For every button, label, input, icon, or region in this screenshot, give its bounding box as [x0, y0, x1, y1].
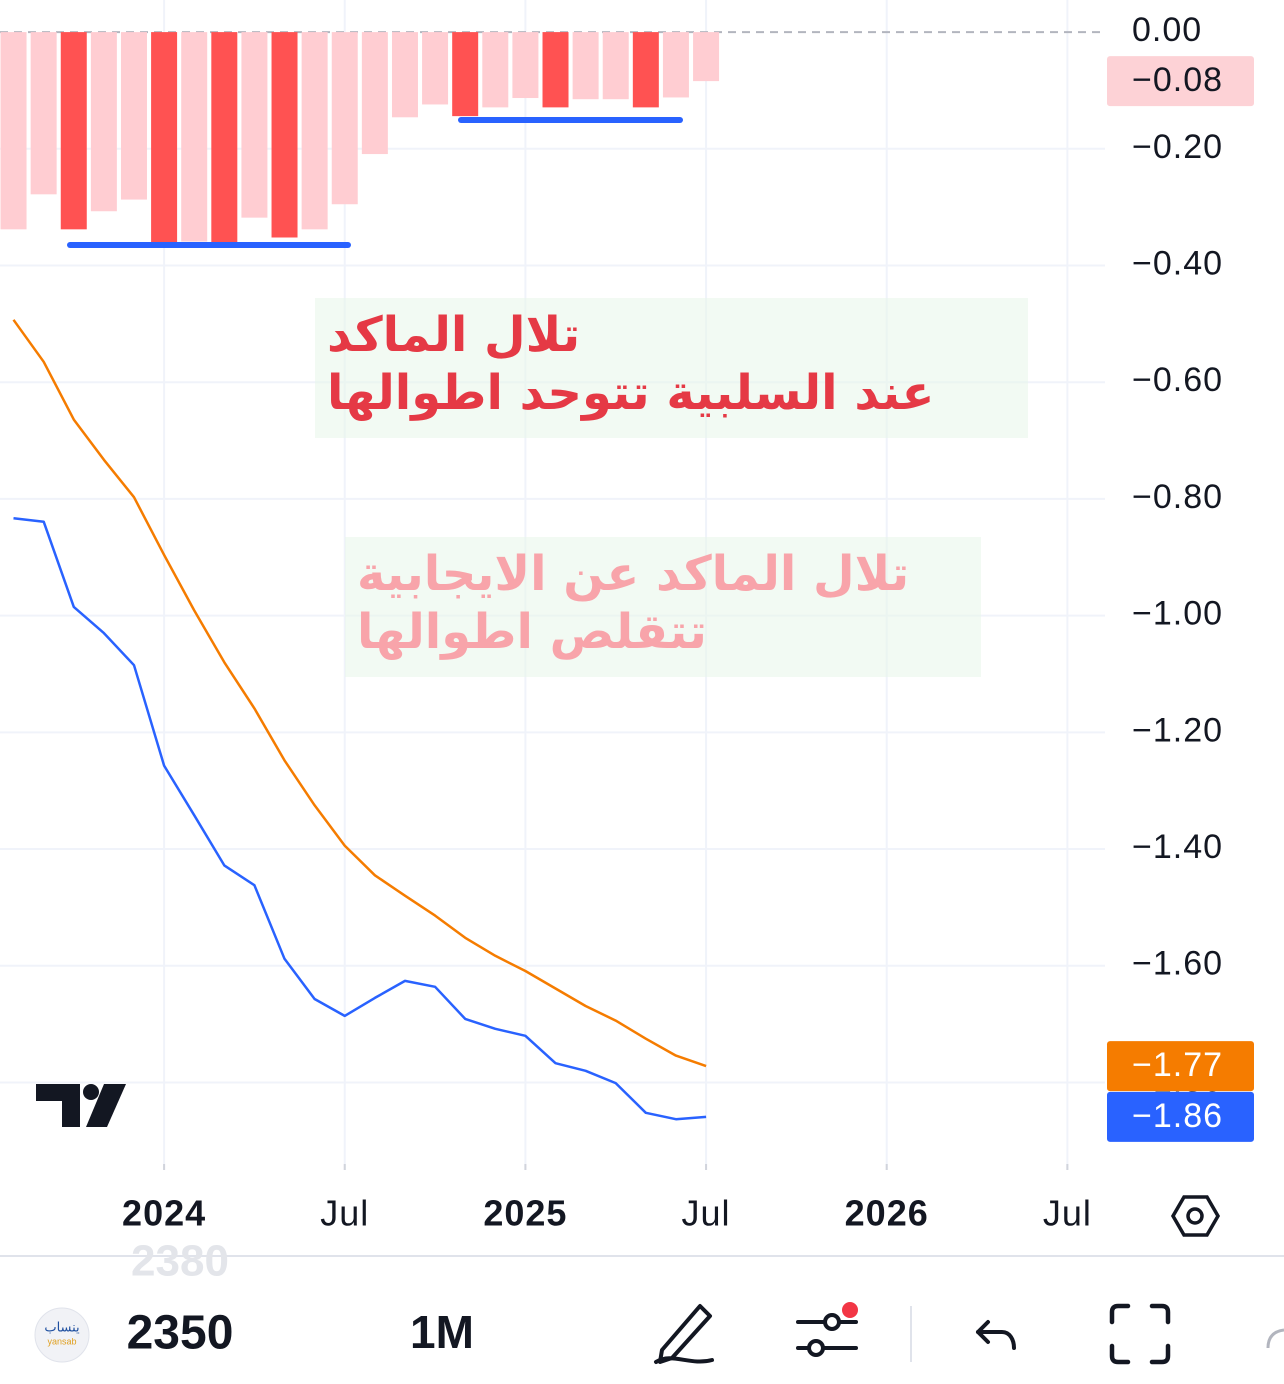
histogram-bar: [331, 32, 358, 205]
faded-price: 2380: [131, 1237, 229, 1286]
y-tick-label: −1.00: [1132, 595, 1223, 633]
annotation-line: عند السلبية تتوحد اطوالها: [327, 365, 935, 421]
histogram-bar: [602, 32, 629, 100]
settings-icon[interactable]: [1170, 1195, 1221, 1237]
y-tick-label: −1.40: [1132, 828, 1223, 866]
y-tick-label: 0.00: [1132, 11, 1202, 49]
undo-icon[interactable]: [976, 1320, 1016, 1350]
annotation-line: تلال الماكد: [327, 307, 581, 363]
logo-latin: yansab: [47, 1336, 76, 1346]
histogram-bar: [452, 32, 479, 117]
y-tick-label: −0.40: [1132, 244, 1223, 282]
x-tick-label: Jul: [320, 1193, 369, 1234]
last-value-label: −0.08: [1132, 61, 1223, 99]
histogram-bar: [361, 32, 388, 155]
histogram-bar: [90, 32, 117, 212]
axis-labels: 2024 Jul 2025 Jul 2026 Jul 0.00 −0.20 −0.40 −0.60…: [122, 11, 1254, 1234]
histogram-bar: [301, 32, 328, 230]
last-value-label: −1.77: [1132, 1046, 1223, 1084]
histogram-bar: [0, 32, 27, 230]
y-tick-label: −0.60: [1132, 361, 1223, 399]
tradingview-logo: [36, 1084, 126, 1127]
annotation: تلال الماكد عن الايجابية تتقلص اطوالها: [345, 537, 981, 677]
line: [12, 319, 707, 1068]
plot: [0, 32, 720, 1121]
annotation: تلال الماكد عند السلبية تتوحد اطوالها: [315, 298, 1028, 438]
last-value-box: [1107, 56, 1254, 107]
x-tick-label: 2026: [845, 1193, 929, 1234]
y-tick-label: −0.20: [1132, 128, 1223, 166]
histogram-bar: [60, 32, 87, 230]
x-tick-label: Jul: [682, 1193, 731, 1234]
histogram-bar: [30, 32, 57, 195]
last-value-box: [1107, 1041, 1254, 1092]
fullscreen-icon[interactable]: [1109, 1303, 1171, 1365]
histogram-bar: [391, 32, 418, 118]
x-tick-label: 2024: [122, 1193, 206, 1234]
histogram-bar: [572, 32, 599, 100]
histogram-bar: [542, 32, 569, 108]
line: [13, 516, 707, 1121]
annotation-line: تلال الماكد عن الايجابية: [357, 546, 910, 602]
last-value-label: −1.86: [1132, 1097, 1223, 1135]
histogram-bar: [632, 32, 659, 108]
interval[interactable]: 1M: [410, 1306, 474, 1358]
logo-arabic: ينساب: [44, 1321, 80, 1336]
histogram-bar: [120, 32, 147, 200]
histogram-bar: [422, 32, 449, 105]
y-tick-label: −1.60: [1132, 945, 1223, 983]
histogram-bar: [151, 32, 178, 247]
price[interactable]: 2350: [127, 1307, 234, 1360]
y-tick-label: −0.80: [1132, 478, 1223, 516]
y-tick-label: −1.20: [1132, 711, 1223, 749]
histogram-bar: [181, 32, 208, 242]
histogram-bar: [482, 32, 509, 108]
x-tick-label: 2025: [483, 1193, 567, 1234]
histogram-bar: [271, 32, 298, 238]
symbol-logo[interactable]: ينساب yansab: [34, 1307, 90, 1363]
indicators-icon[interactable]: [796, 1302, 858, 1357]
histogram-bar: [693, 32, 720, 82]
more-icon[interactable]: [1266, 1328, 1284, 1349]
histogram-bar: [241, 32, 268, 218]
annotation-line: تتقلص اطوالها: [357, 604, 707, 660]
x-tick-label: Jul: [1043, 1193, 1092, 1234]
last-value-box: [1107, 1091, 1254, 1142]
histogram-bar: [211, 32, 238, 243]
histogram-bar: [662, 32, 689, 98]
draw-tool-icon[interactable]: [654, 1304, 714, 1364]
histogram-bar: [512, 32, 539, 99]
